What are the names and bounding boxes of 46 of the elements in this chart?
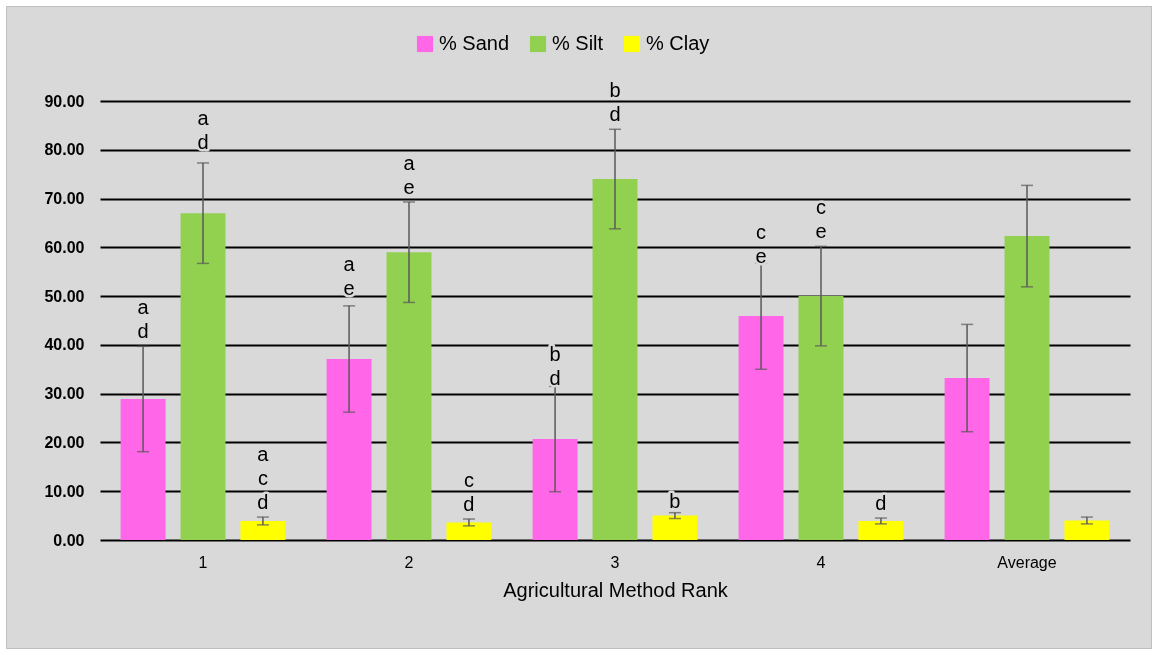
x-tick-label: 2 xyxy=(404,553,414,571)
bar xyxy=(386,252,432,540)
data-label: d xyxy=(875,492,887,515)
y-tick-label: 50.00 xyxy=(44,287,85,305)
y-tick-label: 30.00 xyxy=(44,385,85,403)
y-tick-label: 80.00 xyxy=(44,141,85,159)
bar xyxy=(738,316,784,540)
legend-label: % Clay xyxy=(646,32,710,54)
bar xyxy=(446,522,492,540)
bar xyxy=(180,213,226,540)
bar xyxy=(240,520,286,540)
x-tick-label: 1 xyxy=(198,553,208,571)
data-label: a d xyxy=(197,106,210,153)
x-tick-label: 3 xyxy=(610,553,620,571)
data-label: c d xyxy=(463,469,475,516)
data-label: a e xyxy=(343,252,356,299)
y-tick-label: 20.00 xyxy=(44,433,85,451)
bar xyxy=(944,378,990,540)
y-tick-label: 40.00 xyxy=(44,336,85,354)
data-label: c e xyxy=(755,220,767,267)
y-tick-label: 60.00 xyxy=(44,238,85,256)
x-tick-label: Average xyxy=(997,553,1057,571)
bar xyxy=(326,359,372,540)
data-label: a d xyxy=(137,296,150,343)
bar xyxy=(120,399,166,540)
y-tick-label: 10.00 xyxy=(44,482,85,500)
bar xyxy=(652,515,698,540)
data-label: b d xyxy=(549,343,561,390)
y-tick-label: 70.00 xyxy=(44,190,85,208)
legend-label: % Sand xyxy=(439,32,510,54)
data-label: c e xyxy=(815,196,827,243)
bar xyxy=(592,179,638,540)
data-label: a c d xyxy=(257,443,270,514)
y-tick-label: 90.00 xyxy=(44,92,85,110)
x-axis-title: Agricultural Method Rank xyxy=(503,578,729,601)
bar xyxy=(858,520,904,540)
bar xyxy=(532,439,578,540)
data-label: b d xyxy=(609,79,621,126)
bar xyxy=(1004,236,1050,540)
bar xyxy=(798,296,844,540)
x-tick-label: 4 xyxy=(816,553,826,571)
data-label: b xyxy=(669,489,681,512)
bar xyxy=(1064,520,1110,540)
legend-label: % Silt xyxy=(552,32,604,54)
y-tick-label: 0.00 xyxy=(53,531,85,549)
data-label: a e xyxy=(403,151,416,198)
